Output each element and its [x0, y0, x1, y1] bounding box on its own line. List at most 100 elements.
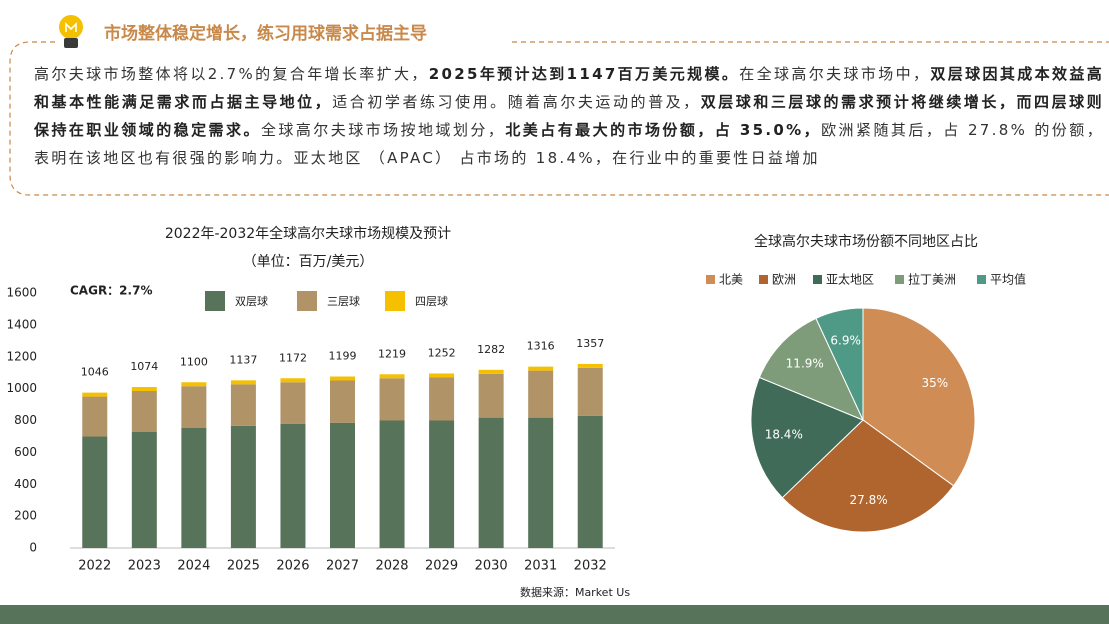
bar-segment [528, 366, 554, 371]
total-label: 1282 [477, 343, 505, 356]
bar-segment [330, 376, 355, 381]
annotation: CAGR：2.7% [70, 284, 152, 298]
bar-segment [181, 386, 207, 428]
legend-label: 北美 [719, 273, 743, 287]
legend-swatch [813, 275, 822, 284]
total-label: 1219 [378, 347, 406, 360]
x-tick-label: 2028 [375, 559, 408, 574]
total-label: 1357 [576, 337, 604, 350]
legend-label: 平均值 [990, 272, 1026, 287]
text-run: 全球高尔夫球市场按地域划分， [260, 121, 506, 139]
bar-segment [131, 431, 157, 548]
y-tick-label: 1600 [6, 286, 37, 300]
pie-slice [750, 376, 864, 499]
legend-swatch [759, 275, 768, 284]
x-tick-label: 2029 [425, 559, 458, 574]
y-tick-label: 400 [14, 477, 37, 491]
pie-slice [781, 419, 955, 533]
y-tick-label: 1000 [6, 381, 37, 395]
x-tick-label: 2027 [326, 559, 359, 574]
legend-swatch [205, 291, 225, 311]
x-tick-label: 2025 [227, 559, 260, 574]
header-title: 市场整体稳定增长，练习用球需求占据主导 [104, 23, 427, 44]
chart-title: 2022年-2032年全球高尔夫球市场规模及预计 [165, 225, 451, 242]
total-label: 1252 [428, 346, 456, 359]
bar-segment [280, 378, 306, 383]
legend-label: 拉丁美洲 [908, 272, 956, 287]
bar-segment [478, 417, 504, 548]
legend-label: 亚太地区 [826, 272, 874, 287]
bar-segment [577, 367, 603, 416]
bar-segment [429, 420, 455, 548]
total-label: 1100 [180, 355, 208, 368]
bar-segment [230, 425, 256, 548]
bar-segment [577, 415, 603, 548]
bar-segment [528, 370, 554, 418]
bar-segment [429, 373, 455, 378]
bulb-icon [59, 15, 83, 48]
paragraph: 高尔夫球市场整体将以2.7%的复合年增长率扩大，2025年预计达到1147百万美… [34, 60, 1104, 172]
text-run: 双层球和三层球的需求预计将继续增长，而四层球则保持在职业领域的稳定需求。 [34, 93, 1104, 139]
bar-segment [181, 382, 207, 387]
y-tick-label: 1400 [6, 317, 37, 331]
bar-segment [478, 369, 504, 374]
pie-slice [758, 317, 864, 421]
legend-swatch [977, 275, 986, 284]
x-tick-label: 2022 [78, 559, 111, 574]
chart-title: 全球高尔夫球市场份额不同地区占比 [754, 233, 978, 250]
slice-label: 6.9% [830, 334, 861, 348]
bar-segment [280, 382, 306, 424]
bar-segment [379, 420, 405, 548]
bar-segment [330, 422, 355, 548]
pie-slice [815, 307, 864, 421]
x-tick-label: 2024 [177, 559, 210, 574]
text-run: 2025年预计达到1147百万美元规模。 [428, 65, 740, 83]
total-label: 1046 [81, 366, 109, 379]
bar-segment [131, 387, 157, 392]
bar-segment [429, 377, 455, 421]
legend-swatch [706, 275, 715, 284]
total-label: 1074 [130, 360, 158, 373]
legend-label: 欧洲 [772, 273, 796, 287]
bar-segment [82, 436, 108, 548]
bar-segment [230, 380, 256, 385]
bar-segment [577, 363, 603, 368]
bar-segment [82, 396, 108, 437]
text-run: 双层球因其成本效益高和基本性能满足需求而占据主导地位， [34, 65, 1104, 111]
bar-segment [131, 391, 157, 432]
bar-segment [82, 392, 108, 397]
y-tick-label: 800 [14, 413, 37, 427]
x-tick-label: 2032 [574, 559, 607, 574]
bar-segment [528, 417, 554, 548]
slice-label: 27.8% [850, 493, 888, 507]
legend-label: 双层球 [235, 294, 268, 308]
y-tick-label: 0 [29, 541, 37, 555]
footer-bar [0, 605, 1109, 624]
text-run: 高尔夫球市场整体将以2.7%的复合年增长率扩大， [34, 65, 429, 83]
total-label: 1199 [329, 350, 357, 363]
bar-segment [230, 384, 256, 426]
y-tick-label: 1200 [6, 349, 37, 363]
legend-swatch [297, 291, 317, 311]
text-run: 适合初学者练习使用。随着高尔夫运动的普及， [332, 93, 701, 111]
slice-label: 18.4% [765, 428, 803, 442]
dashed-frame [9, 41, 1109, 196]
bar-segment [379, 378, 405, 421]
bar-segment [280, 423, 306, 548]
y-tick-label: 600 [14, 445, 37, 459]
legend-label: 四层球 [415, 294, 448, 308]
text-run: 欧洲紧随其后，占 27.8% 的份额，表明在该地区也有很强的影响力。亚太地区 （… [34, 121, 1105, 167]
x-tick-label: 2031 [524, 559, 557, 574]
chart-subtitle: （单位：百万/美元） [243, 254, 374, 270]
text-run: 北美占有最大的市场份额，占 35.0%， [505, 121, 822, 139]
slice-label: 11.9% [786, 357, 824, 371]
y-tick-label: 200 [14, 509, 37, 523]
bar-segment [379, 374, 405, 379]
legend-label: 三层球 [327, 294, 360, 308]
x-tick-label: 2030 [475, 559, 508, 574]
slice-label: 35% [922, 376, 949, 390]
bar-segment [330, 380, 355, 423]
x-tick-label: 2026 [276, 559, 309, 574]
